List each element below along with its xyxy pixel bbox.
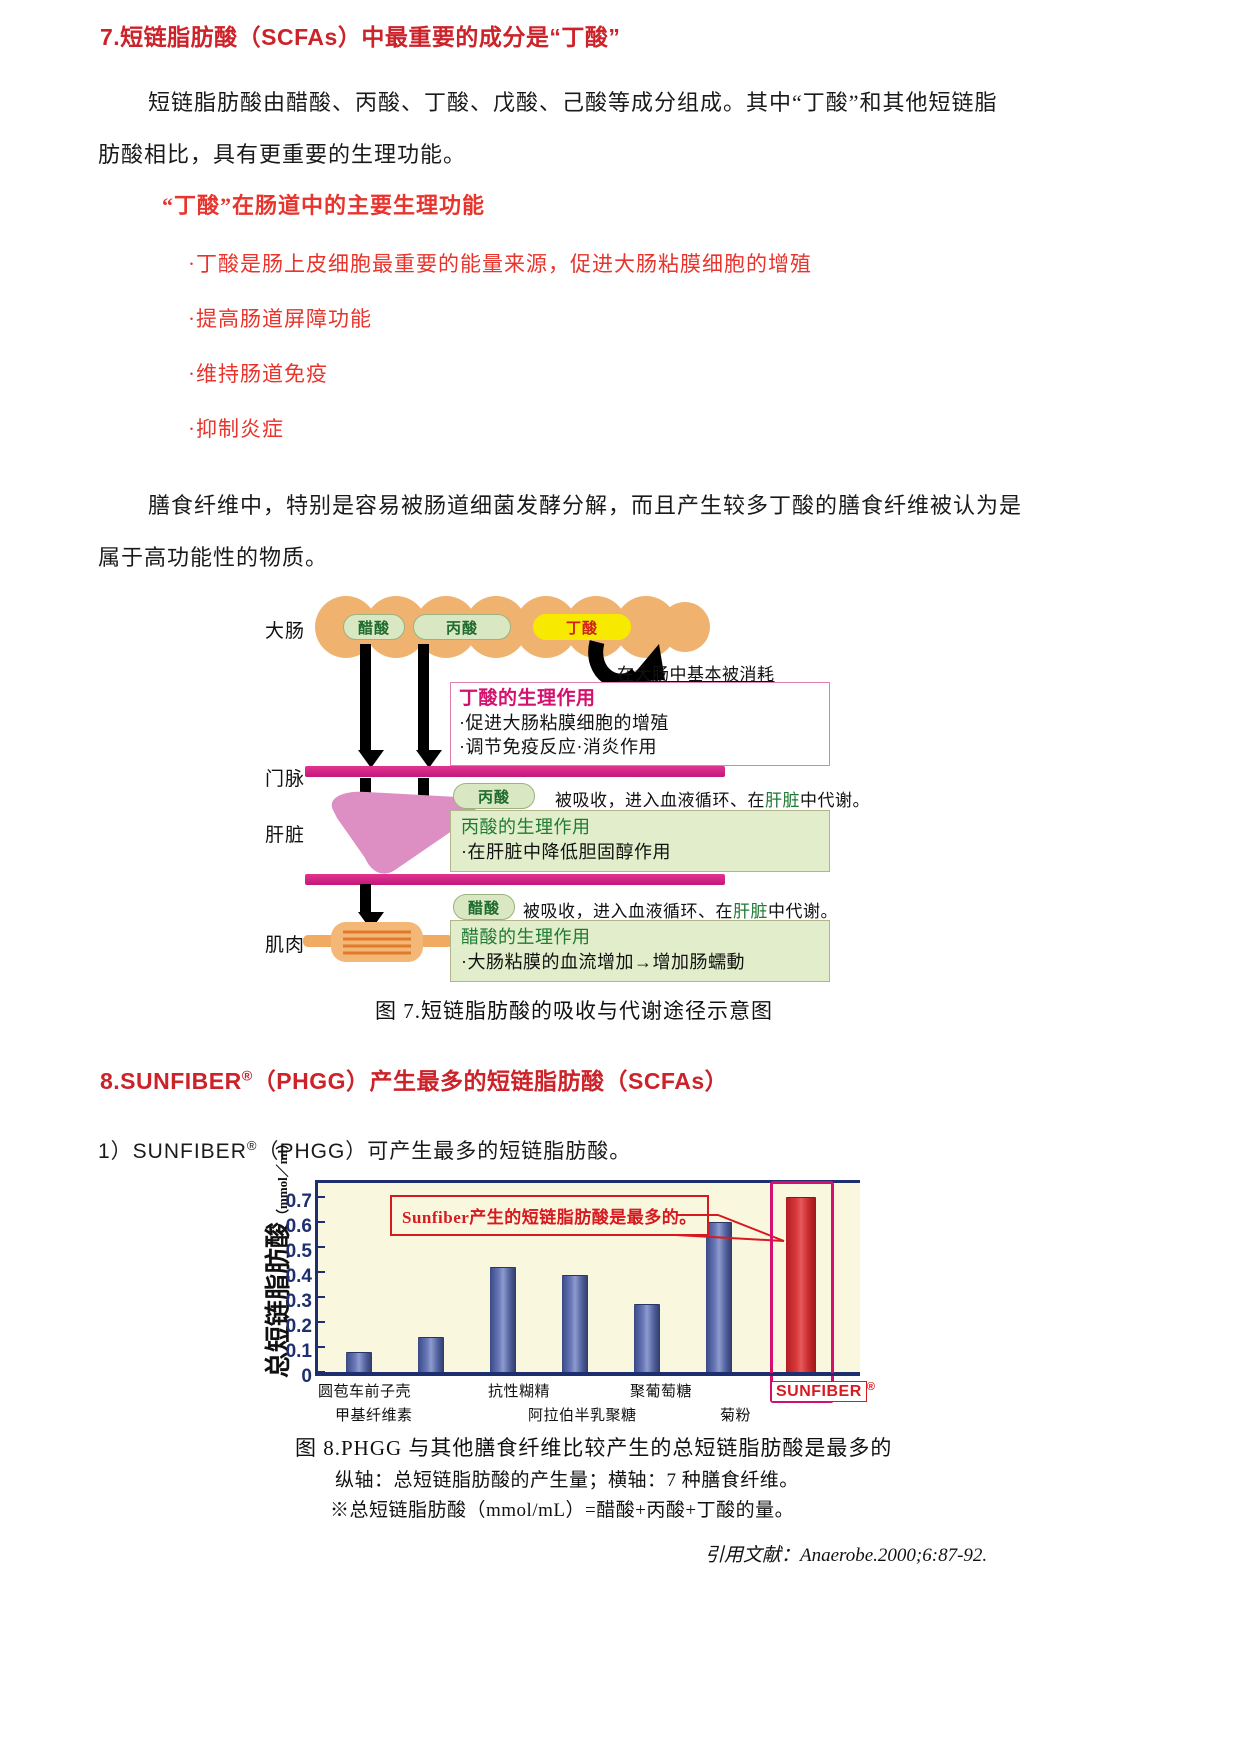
chart-ytick-0.1: 0.1 — [285, 1341, 312, 1362]
butyric-recycle-arrow — [588, 640, 665, 689]
figure-8-note-1: 纵轴：总短链脂肪酸的产生量；横轴：7 种膳食纤维。 — [335, 1470, 799, 1491]
section-7-paragraph1-line1: 短链脂肪酸由醋酸、丙酸、丁酸、戊酸、己酸等成分组成。其中“丁酸”和其他短链脂 — [148, 90, 998, 115]
pill-propionic-acid-liver: 丙酸 — [453, 783, 535, 809]
propionic-note-part-a: 被吸收，进入血液循环、在 — [555, 791, 765, 810]
bullet-item-1: ·丁酸是肠上皮细胞最重要的能量来源，促进大肠粘膜细胞的增殖 — [188, 252, 812, 276]
organ-label-liver: 肝脏 — [265, 825, 306, 846]
section-7-paragraph1-line2: 肪酸相比，具有更重要的生理功能。 — [98, 142, 467, 167]
chart-xlabel-psyllium-husk: 圆苞车前子壳 — [318, 1384, 412, 1400]
organ-label-portal-vein: 门脉 — [265, 769, 306, 790]
acetic-effect-title: 醋酸的生理作用 — [461, 927, 591, 947]
bar-resistant-dextrin — [490, 1267, 516, 1372]
scfa-bar-chart: 总短链脂肪酸（mmol／ml） 0 0.1 0.2 0.3 0.4 0.5 0.… — [240, 1137, 880, 1428]
acetic-absorption-note: 被吸收，进入血液循环、在肝脏中代谢。 — [523, 897, 838, 922]
sunfiber-highlight-box — [770, 1181, 834, 1403]
arrow-acetic-to-portal — [360, 644, 371, 752]
chart-ytick-0.7: 0.7 — [285, 1191, 312, 1212]
bar-polydextrose — [634, 1304, 660, 1372]
butyric-effect-line-2: ·调节免疫反应·消炎作用 — [459, 737, 657, 757]
butyric-effect-box: 丁酸的生理作用 ·促进大肠粘膜细胞的增殖 ·调节免疫反应·消炎作用 — [450, 682, 830, 766]
section-7-paragraph2-line2: 属于高功能性的物质。 — [98, 545, 329, 570]
bar-inulin — [706, 1222, 732, 1372]
pill-butyric-acid-colon: 丁酸 — [533, 614, 631, 640]
figure-8-caption: 图 8.PHGG 与其他膳食纤维比较产生的总短链脂肪酸是最多的 — [295, 1436, 893, 1460]
section-7-paragraph2-line1: 膳食纤维中，特别是容易被肠道细菌发酵分解，而且产生较多丁酸的膳食纤维被认为是 — [148, 493, 1023, 518]
sunfiber-logo-text: SUNFIBER — [771, 1381, 867, 1403]
figure-7-caption: 图 7.短链脂肪酸的吸收与代谢途径示意图 — [375, 999, 773, 1023]
hepatic-vein-bar — [305, 874, 725, 885]
bar-arabinogalactan — [562, 1275, 588, 1372]
portal-vein-bar — [305, 766, 725, 777]
pill-acetic-acid-colon: 醋酸 — [343, 614, 405, 640]
chart-ytick-0.4: 0.4 — [285, 1266, 312, 1287]
section-7-heading: 7.短链脂肪酸（SCFAs）中最重要的成分是“丁酸” — [100, 24, 621, 50]
chart-xlabel-sunfiber: SUNFIBER ® — [771, 1381, 876, 1403]
chart-ytick-0.2: 0.2 — [285, 1316, 312, 1337]
registered-mark-heading: ® — [241, 1068, 253, 1085]
chart-ytick-0.3: 0.3 — [285, 1291, 312, 1312]
propionic-effect-title: 丙酸的生理作用 — [461, 817, 591, 837]
bullet-item-3: ·维持肠道免疫 — [188, 362, 328, 386]
acetic-note-part-a: 被吸收，进入血液循环、在 — [523, 902, 733, 921]
arrow-propionic-to-portal — [418, 644, 429, 752]
reference-citation: 引用文献：Anaerobe.2000;6:87-92. — [705, 1545, 988, 1566]
chart-ytick-0.5: 0.5 — [285, 1241, 312, 1262]
bullet-item-2: ·提高肠道屏障功能 — [188, 307, 372, 331]
colon-consumption-note: 在大肠中基本被消耗 — [617, 665, 775, 684]
butyric-effect-line-1: ·促进大肠粘膜细胞的增殖 — [459, 713, 669, 733]
section-8-item1-pre: 1）SUNFIBER — [98, 1140, 247, 1163]
acetic-effect-box: 醋酸的生理作用 ·大肠粘膜的血流增加→增加肠蠕動 — [450, 920, 830, 982]
propionic-absorption-note: 被吸收，进入血液循环、在肝脏中代谢。 — [555, 786, 870, 811]
butyric-effect-title: 丁酸的生理作用 — [459, 688, 596, 709]
acetic-effect-line-1: ·大肠粘膜的血流增加→增加肠蠕動 — [461, 952, 745, 972]
pill-acetic-acid-muscle: 醋酸 — [453, 894, 515, 920]
chart-xlabel-inulin: 菊粉 — [720, 1408, 752, 1424]
figure-8-note-2: ※总短链脂肪酸（mmol/mL）=醋酸+丙酸+丁酸的量。 — [330, 1500, 795, 1521]
chart-xlabel-arabinogalactan: 阿拉伯半乳聚糖 — [528, 1408, 637, 1424]
propionic-effect-line-1: ·在肝脏中降低胆固醇作用 — [461, 842, 671, 862]
section-8-item1-post: （PHGG）可产生最多的短链脂肪酸。 — [257, 1140, 632, 1163]
chart-ytick-0.6: 0.6 — [285, 1216, 312, 1237]
section-8-item-1: 1）SUNFIBER®（PHGG）可产生最多的短链脂肪酸。 — [98, 1118, 631, 1180]
acetic-note-part-b: 中代谢。 — [768, 902, 838, 921]
section-8-heading: 8.SUNFIBER®（PHGG）产生最多的短链脂肪酸（SCFAs） — [100, 1062, 728, 1096]
propionic-note-part-b: 中代谢。 — [800, 791, 870, 810]
organ-label-colon: 大肠 — [265, 621, 306, 642]
chart-xlabel-methylcellulose: 甲基纤维素 — [335, 1408, 413, 1424]
chart-annotation-callout: Sunfiber产生的短链脂肪酸是最多的。 — [390, 1195, 709, 1236]
bar-psyllium-husk — [346, 1352, 372, 1372]
chart-xlabel-resistant-dextrin: 抗性糊精 — [488, 1384, 551, 1400]
scfa-metabolism-diagram: 大肠 醋酸 丙酸 丁酸 在大肠中基本被消耗 丁酸的生理作用 ·促进大肠粘 — [255, 588, 995, 982]
section-8-heading-pre: 8.SUNFIBER — [100, 1068, 242, 1094]
muscle-shape — [303, 922, 453, 962]
bullet-item-4: ·抑制炎症 — [188, 417, 284, 441]
acetic-note-liver-word: 肝脏 — [733, 902, 768, 921]
propionic-note-liver-word: 肝脏 — [765, 791, 800, 810]
bar-methylcellulose — [418, 1337, 444, 1372]
organ-label-muscle: 肌肉 — [265, 935, 306, 956]
pill-propionic-acid-colon: 丙酸 — [413, 614, 511, 640]
sunfiber-logo-reg: ® — [866, 1381, 876, 1393]
chart-plot-area: Sunfiber产生的短链脂肪酸是最多的。 — [315, 1180, 860, 1403]
chart-xlabel-polydextrose: 聚葡萄糖 — [630, 1384, 693, 1400]
bar-sunfiber — [786, 1197, 816, 1372]
propionic-effect-box: 丙酸的生理作用 ·在肝脏中降低胆固醇作用 — [450, 810, 830, 872]
liver-shape — [331, 791, 478, 874]
section-8-heading-post: （PHGG）产生最多的短链脂肪酸（SCFAs） — [252, 1068, 729, 1094]
registered-mark-item1: ® — [246, 1138, 258, 1153]
arrow-acetic-to-muscle — [360, 884, 371, 914]
section-7-subheading: “丁酸”在肠道中的主要生理功能 — [162, 193, 486, 218]
callout-pointer — [676, 1214, 785, 1242]
chart-ytick-0: 0 — [301, 1366, 312, 1387]
chart-x-axis — [315, 1373, 860, 1376]
